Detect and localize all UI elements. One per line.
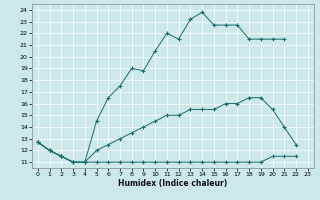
X-axis label: Humidex (Indice chaleur): Humidex (Indice chaleur) (118, 179, 228, 188)
